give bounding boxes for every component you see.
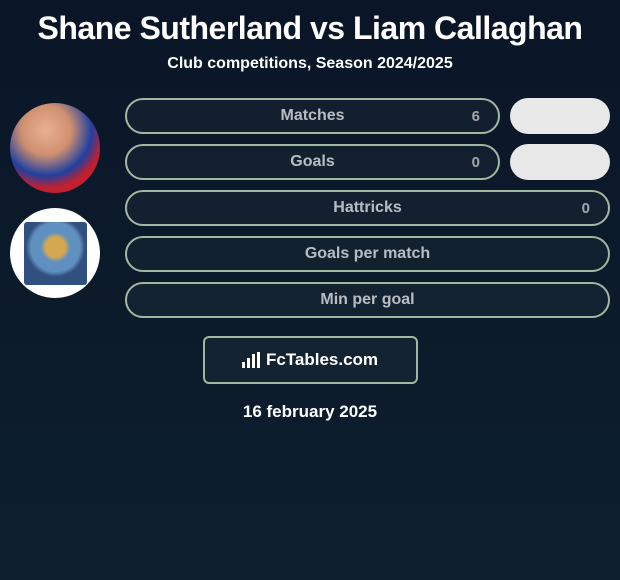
stat-label: Hattricks xyxy=(333,199,401,217)
stat-label: Goals per match xyxy=(305,245,430,263)
stat-label: Matches xyxy=(280,107,344,125)
comparison-title: Shane Sutherland vs Liam Callaghan xyxy=(0,10,620,47)
avatar-column xyxy=(10,98,110,298)
stat-value: 0 xyxy=(472,154,480,171)
season-subtitle: Club competitions, Season 2024/2025 xyxy=(0,55,620,73)
stat-row-matches: Matches 6 xyxy=(125,98,610,134)
stat-label: Goals xyxy=(290,153,334,171)
comparison-pill xyxy=(510,98,610,134)
stat-value: 0 xyxy=(582,200,590,217)
crest-graphic xyxy=(24,222,87,285)
stat-row-mpg: Min per goal xyxy=(125,282,610,318)
comparison-pill xyxy=(510,144,610,180)
stat-row-hattricks: Hattricks 0 xyxy=(125,190,610,226)
branding-box: FcTables.com xyxy=(203,336,418,384)
stat-pill: Min per goal xyxy=(125,282,610,318)
stat-pill: Goals 0 xyxy=(125,144,500,180)
stat-pill: Hattricks 0 xyxy=(125,190,610,226)
player-avatar xyxy=(10,103,100,193)
site-name: FcTables.com xyxy=(266,350,378,370)
stat-row-goals: Goals 0 xyxy=(125,144,610,180)
stat-pill: Goals per match xyxy=(125,236,610,272)
stat-value: 6 xyxy=(472,108,480,125)
stat-label: Min per goal xyxy=(320,291,414,309)
chart-icon xyxy=(242,352,262,368)
stat-pill: Matches 6 xyxy=(125,98,500,134)
snapshot-date: 16 february 2025 xyxy=(0,402,620,422)
stats-column: Matches 6 Goals 0 Hattricks 0 xyxy=(125,98,610,318)
club-crest xyxy=(10,208,100,298)
stat-row-gpm: Goals per match xyxy=(125,236,610,272)
